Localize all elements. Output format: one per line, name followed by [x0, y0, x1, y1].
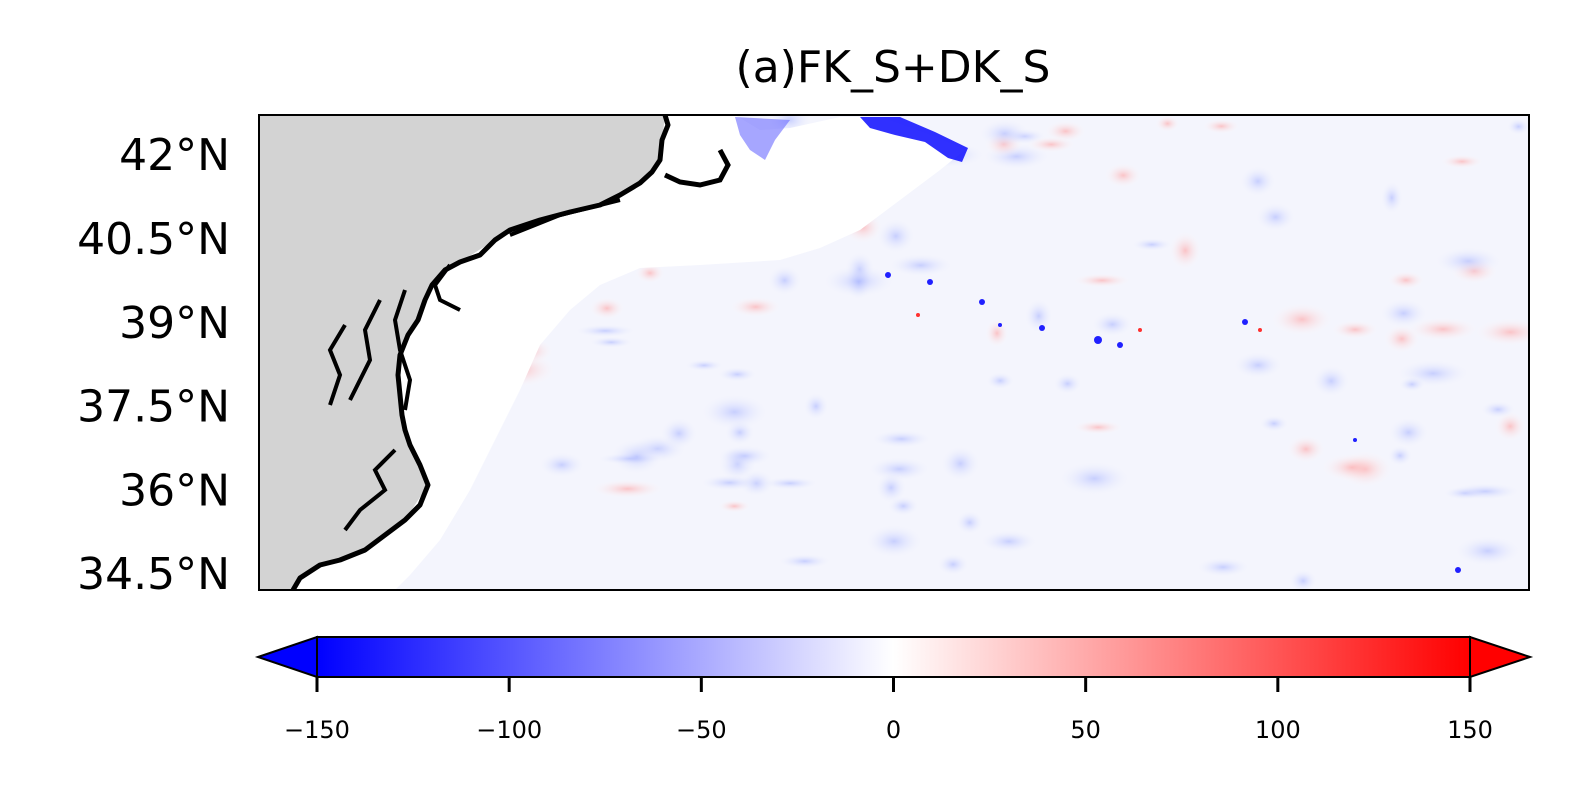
eddy-blob — [1202, 118, 1241, 134]
eddy-blob — [587, 336, 635, 349]
eddy-blob — [1440, 154, 1484, 169]
eddy-blob — [954, 509, 985, 536]
eddy-blob — [802, 391, 830, 422]
eddy-blob — [658, 416, 700, 451]
eddy-blob — [1194, 556, 1253, 578]
eddy-blob — [1379, 179, 1404, 216]
map-panel — [259, 115, 1529, 590]
eddy-blob — [1023, 297, 1055, 335]
eddy-blob — [984, 318, 1010, 348]
eddy-blob — [885, 252, 956, 278]
eddy-blob — [1231, 350, 1285, 380]
eddy-blob — [1386, 416, 1431, 449]
eddy-blob — [1479, 400, 1517, 419]
colorbar-tick-label: 0 — [886, 716, 901, 744]
eddy-blob — [1451, 534, 1524, 568]
eddy-blob — [1055, 459, 1134, 498]
anomaly-specks — [885, 272, 1461, 573]
eddy-blob — [1052, 372, 1084, 396]
eddy-blob — [1406, 317, 1480, 342]
eddy-blob — [1387, 270, 1426, 290]
eddy-blob — [1287, 568, 1319, 590]
eddy-blob — [819, 263, 899, 299]
colorbar-tick-label: −50 — [676, 716, 727, 744]
colorbar-gradient — [317, 637, 1470, 677]
eddy-blob — [697, 392, 772, 432]
lat-tick-label: 34.5°N — [77, 549, 230, 600]
eddy-blob — [1104, 162, 1143, 189]
eddy-blob — [729, 296, 782, 318]
eddy-blob — [766, 264, 804, 297]
eddy-blob — [590, 479, 665, 499]
eddy-blob — [1129, 237, 1175, 252]
eddy-blob — [588, 296, 626, 320]
eddy-blob — [1258, 414, 1290, 433]
eddy-blob — [1026, 136, 1077, 153]
eddy-blob — [697, 473, 761, 492]
eddy-blob — [572, 323, 639, 338]
eddy-blob — [938, 444, 982, 483]
eddy-blob — [1253, 201, 1298, 233]
colorbar-extend-max — [1469, 635, 1534, 679]
eddy-blob — [717, 499, 752, 513]
coastline — [290, 115, 671, 590]
eddy-blob — [976, 117, 1033, 150]
shelf-break-anomaly — [860, 117, 968, 162]
lat-tick-label: 37.5°N — [77, 382, 230, 433]
eddy-blob — [1473, 317, 1529, 347]
latitude-axis: 42°N 40.5°N 39°N 37.5°N 36°N 34.5°N — [77, 130, 230, 600]
eddy-blob — [1397, 376, 1427, 393]
lat-tick-label: 42°N — [119, 130, 230, 181]
eddy-blob — [1320, 453, 1384, 482]
eddy-blob — [683, 359, 725, 372]
eddy-blob — [776, 553, 834, 570]
eddy-blob — [868, 429, 935, 449]
map-frame — [258, 114, 1530, 591]
eddy-blob — [1505, 117, 1529, 136]
eddy-blob — [1155, 115, 1181, 133]
colorbar-extend-min — [254, 635, 318, 679]
land-area — [259, 115, 668, 590]
eddy-blob — [1286, 434, 1326, 464]
eddy-blob — [935, 552, 971, 577]
eddy-blob — [1072, 273, 1132, 288]
eddy-blob — [874, 470, 908, 505]
eddy-blob — [1447, 482, 1524, 501]
eddy-blob — [875, 217, 917, 256]
eddy-blob — [862, 523, 926, 560]
eddy-blob — [537, 451, 587, 479]
eddy-blob — [1238, 164, 1278, 199]
eddy-blob — [984, 371, 1016, 391]
colorbar-tick-label: 100 — [1255, 716, 1301, 744]
eddy-blob — [715, 366, 759, 383]
eddy-blob — [1089, 310, 1135, 338]
eddy-blob — [1072, 420, 1124, 435]
eddy-blob — [1330, 319, 1380, 340]
colorbar-tick-label: −100 — [476, 716, 542, 744]
eddy-blob — [715, 444, 775, 468]
eddy-blob — [977, 529, 1040, 554]
lat-tick-label: 40.5°N — [77, 214, 230, 265]
shelf-region — [290, 115, 965, 590]
colorbar-ticks: −150 −100 −50 0 50 100 150 — [284, 677, 1493, 744]
eddy-blob — [1386, 444, 1414, 467]
eddy-blob — [1310, 363, 1352, 399]
eddy-blob — [1431, 245, 1505, 277]
lat-tick-label: 39°N — [119, 298, 230, 349]
eddy-blob — [1168, 230, 1203, 271]
map-title: (a)FK_S+DK_S — [736, 42, 1051, 93]
colorbar-tick-label: 150 — [1447, 716, 1493, 744]
colorbar-tick-label: −150 — [284, 716, 350, 744]
colorbar: −150 −100 −50 0 50 100 150 — [254, 635, 1534, 744]
lat-tick-label: 36°N — [119, 465, 230, 516]
colorbar-tick-label: 50 — [1070, 716, 1101, 744]
eddy-blob — [608, 437, 666, 477]
eddy-blob — [1270, 302, 1334, 337]
